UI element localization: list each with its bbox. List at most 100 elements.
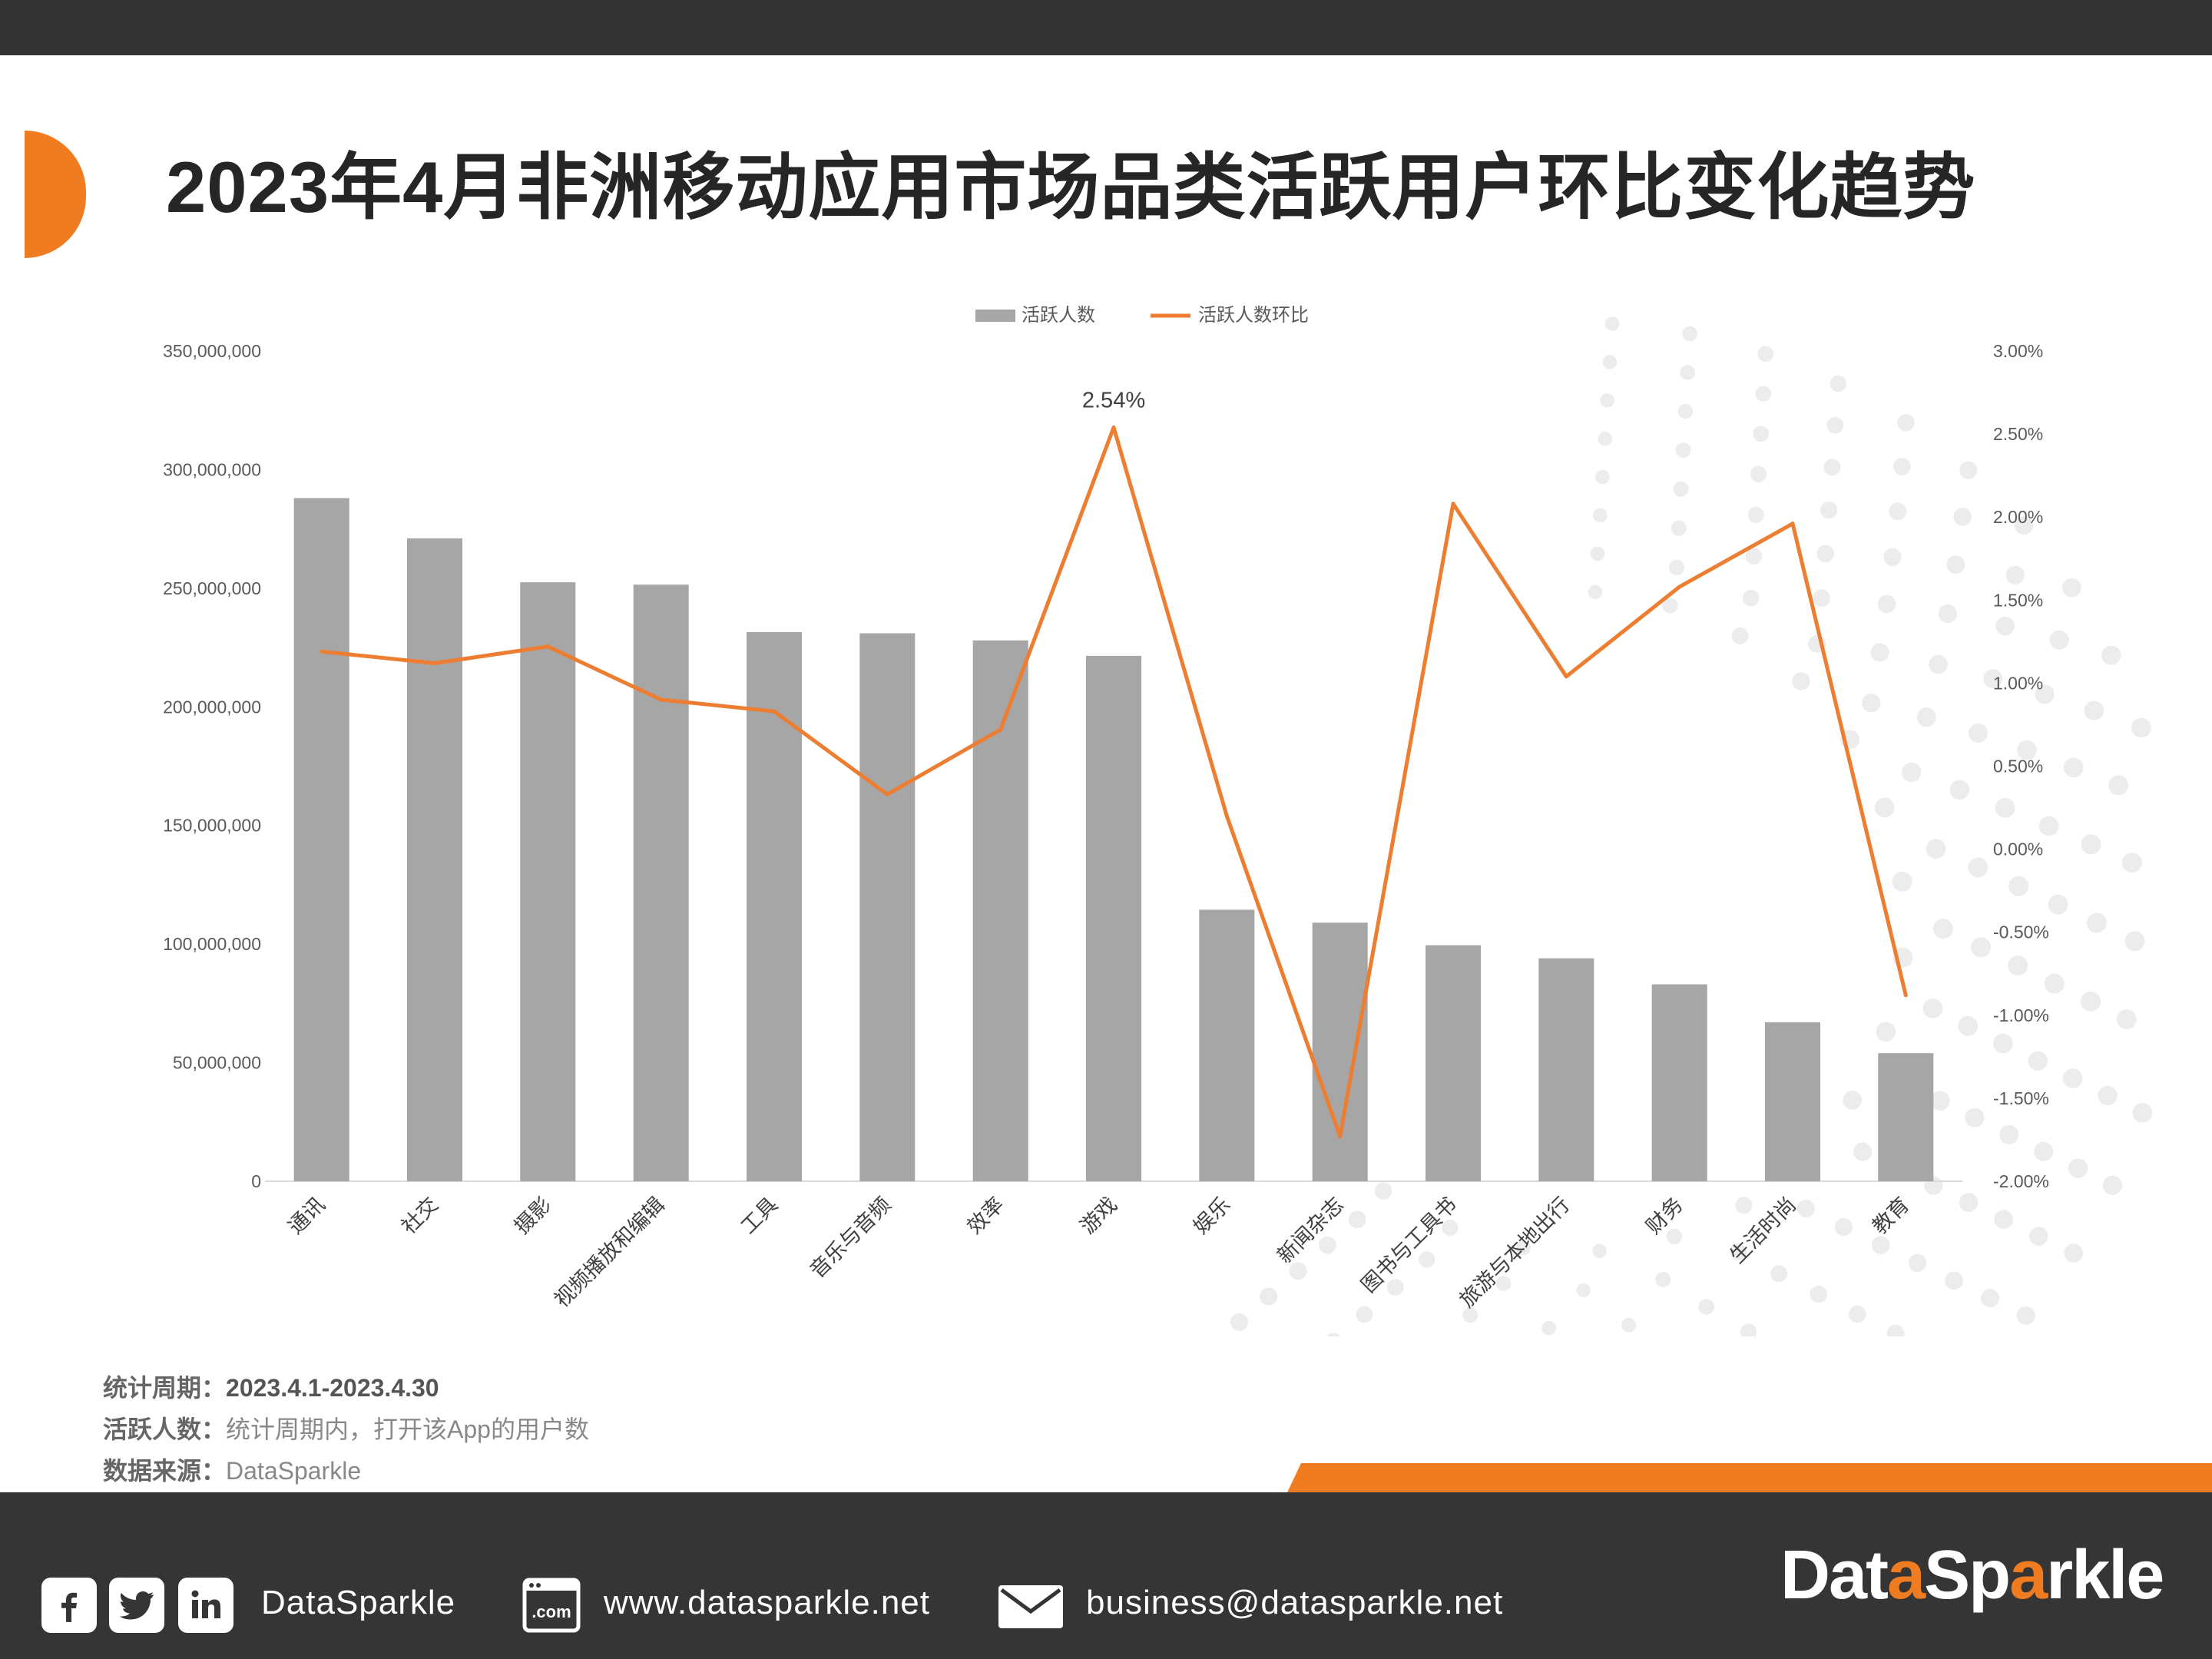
x-tick-label: 教育 <box>1868 1193 1913 1238</box>
bg-dot <box>1621 1317 1637 1333</box>
bar-series <box>293 498 1934 1181</box>
x-tick-label: 图书与工具书 <box>1356 1193 1461 1297</box>
x-tick-label: 效率 <box>963 1193 1008 1238</box>
bg-dot <box>2064 1243 2083 1263</box>
bg-dot <box>1993 1033 2013 1054</box>
note-label: 统计周期： <box>103 1374 227 1402</box>
bg-dot <box>1680 365 1695 380</box>
bg-dot <box>1897 414 1915 432</box>
footer-email-link[interactable]: business@datasparkle.net <box>1086 1584 1504 1621</box>
right-axis-tick-label: 2.00% <box>1993 507 2043 527</box>
line-point-财务 <box>1677 584 1682 589</box>
line-point-教育 <box>1903 993 1908 998</box>
right-axis-tick-label: 1.00% <box>1993 673 2043 693</box>
browser-icon: .com <box>522 1578 581 1637</box>
bg-dot <box>1731 627 1749 644</box>
bg-dot <box>2048 894 2068 915</box>
line-point-效率 <box>998 727 1003 732</box>
page-title: 2023年4月非洲移动应用市场品类活跃用户环比变化趋势 <box>166 147 1976 227</box>
twitter-icon[interactable] <box>109 1578 164 1633</box>
bg-dot <box>1995 797 2015 818</box>
bar-社交 <box>407 538 462 1181</box>
bg-dot <box>1747 506 1764 523</box>
right-axis-tick-label: 0.00% <box>1993 839 2043 859</box>
bg-dot <box>1965 1108 1985 1128</box>
bg-dot <box>2121 853 2142 873</box>
line-point-社交 <box>432 661 437 665</box>
bg-dot <box>1655 1271 1671 1287</box>
mail-icon <box>998 1585 1063 1632</box>
bg-dot <box>1929 654 1948 674</box>
left-axis-tick-label: 250,000,000 <box>163 578 261 598</box>
bar-效率 <box>972 640 1028 1181</box>
bar-游戏 <box>1086 655 1141 1181</box>
bg-dot <box>1949 780 1970 800</box>
bg-dot <box>1289 1262 1307 1280</box>
bar-旅游与本地出行 <box>1538 958 1594 1181</box>
right-axis-tick-label: 3.00% <box>1993 341 2043 361</box>
bg-dot <box>1971 937 1991 958</box>
bg-dot <box>1515 1240 1532 1256</box>
bg-dot <box>1673 481 1689 497</box>
legend-line-label: 活跃人数环比 <box>1198 305 1309 326</box>
bg-dot <box>1666 1228 1683 1245</box>
bg-dot <box>1576 1283 1591 1297</box>
bg-dot <box>2008 876 2029 896</box>
bg-dot <box>1849 1305 1866 1323</box>
bg-dot <box>1959 461 1978 479</box>
note-label: 数据来源： <box>103 1457 227 1485</box>
bg-dot <box>2124 931 2145 952</box>
bg-dot <box>2028 1227 2048 1246</box>
bg-dot <box>1902 762 1922 783</box>
bar-工具 <box>747 632 802 1181</box>
bar-新闻杂志 <box>1312 922 1368 1181</box>
bg-dot <box>1757 346 1774 362</box>
bg-dot <box>1740 1323 1757 1336</box>
bg-dot <box>1598 431 1612 446</box>
bg-dot <box>1462 1307 1479 1323</box>
right-axis: -2.00% -1.50% -1.00% -0.50% 0.00% 0.50% 1.00% 1… <box>1993 341 2049 1191</box>
x-tick-label: 视频播放和编辑 <box>550 1193 669 1312</box>
bg-dot <box>2081 834 2101 855</box>
bg-dot <box>1843 1091 1863 1110</box>
line-point-游戏 <box>1111 426 1116 429</box>
bg-dot <box>2038 816 2059 836</box>
left-axis-tick-label: 200,000,000 <box>163 697 261 717</box>
line-point-生活时尚 <box>1790 522 1795 526</box>
bg-dot <box>1750 465 1767 482</box>
footer-website-link[interactable]: www.datasparkle.net <box>604 1584 930 1621</box>
bg-dot <box>2035 684 2055 704</box>
linkedin-icon[interactable] <box>178 1578 233 1633</box>
line-point-摄影 <box>545 644 550 649</box>
bg-dot <box>2049 630 2069 650</box>
x-tick-label: 摄影 <box>510 1193 555 1238</box>
bar-音乐与音频 <box>859 633 916 1181</box>
bg-dot <box>1953 508 1972 526</box>
bg-dot <box>2132 1103 2153 1123</box>
bg-dot <box>1926 839 1946 859</box>
x-tick-label: 音乐与音频 <box>806 1193 896 1283</box>
bg-dot <box>1495 1276 1512 1291</box>
facebook-icon[interactable] <box>41 1578 97 1633</box>
bg-dot <box>1602 355 1618 369</box>
bg-dot <box>1820 502 1838 519</box>
svg-text:.com: .com <box>531 1602 571 1621</box>
bg-dot <box>1590 546 1605 561</box>
bg-dot <box>1595 469 1610 485</box>
right-axis-tick-label: -1.00% <box>1993 1005 2049 1025</box>
bg-dot <box>1883 548 1902 566</box>
x-tick-label: 工具 <box>737 1193 782 1238</box>
bg-dot <box>1588 584 1603 600</box>
bg-dot <box>1946 555 1965 574</box>
bg-dot <box>1419 1251 1435 1268</box>
bg-dot <box>1600 393 1614 408</box>
x-tick-label: 社交 <box>397 1193 442 1238</box>
bg-dot <box>1260 1287 1278 1306</box>
bar-通讯 <box>293 498 349 1181</box>
right-axis-tick-label: -1.50% <box>1993 1088 2049 1108</box>
bg-dot <box>2108 775 2129 796</box>
bg-dot <box>1442 1219 1459 1236</box>
line-point-通讯 <box>320 649 324 654</box>
bg-dot <box>1753 426 1770 442</box>
